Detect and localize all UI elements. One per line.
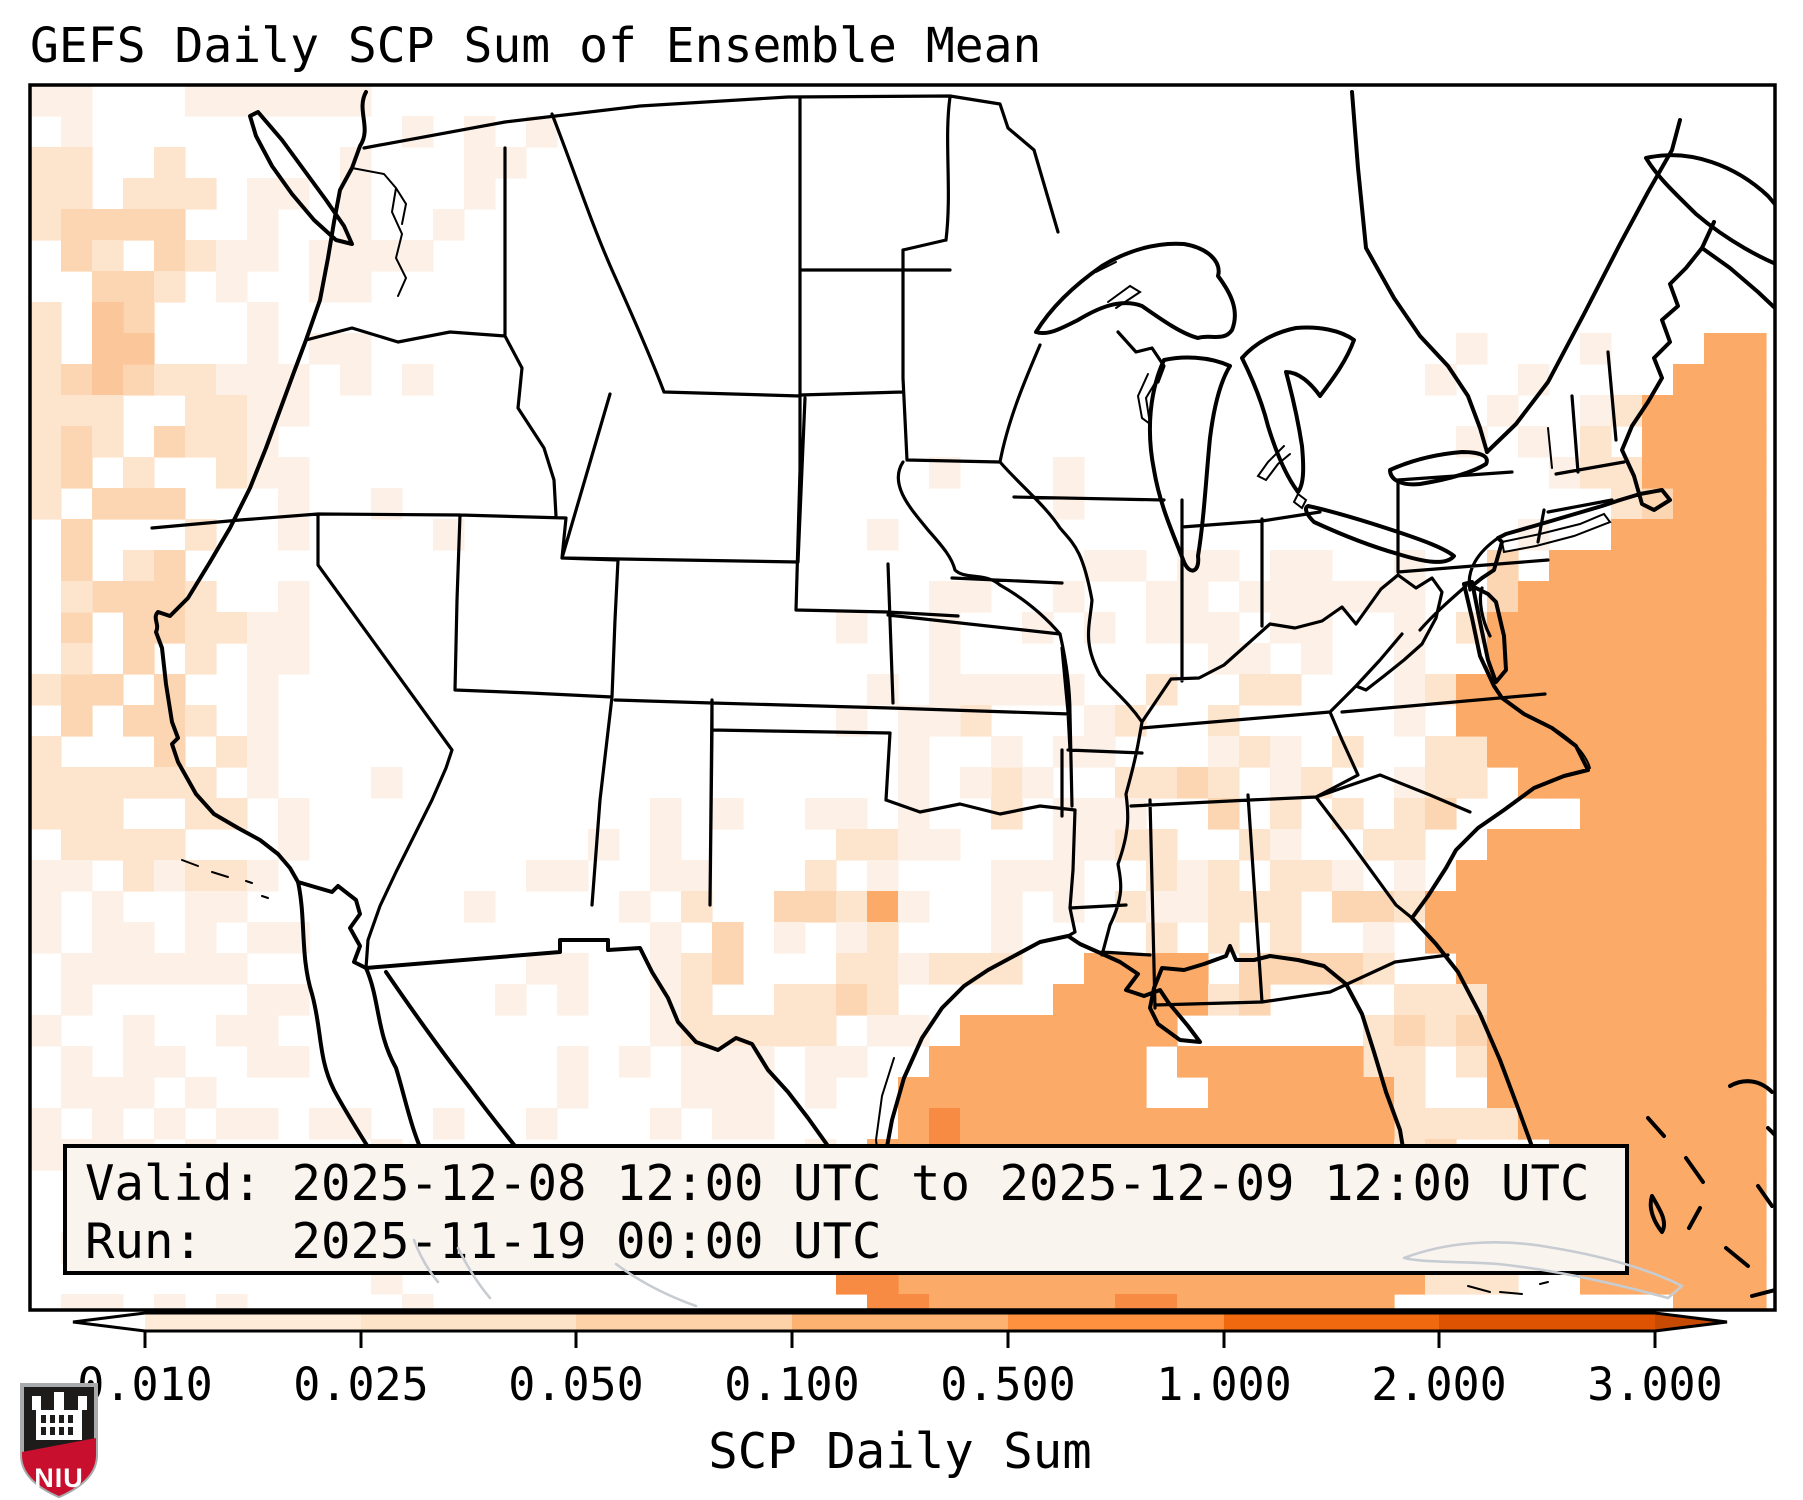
coastlines-black <box>153 90 1775 1298</box>
lake-michigan <box>1147 355 1232 573</box>
lake-stclair-champlain <box>1292 427 1553 510</box>
info-box-background <box>63 1144 1629 1275</box>
colorbar-tick-marks <box>143 1331 1657 1348</box>
valid-time-text: Valid: 2025-12-08 12:00 UTC to 2025-12-0… <box>85 1155 1590 1212</box>
colorbar: 0.010 0.025 0.050 0.100 0.500 1.000 2.00… <box>72 1311 1728 1480</box>
tick-label: 3.000 <box>1587 1358 1722 1411</box>
run-time-text: Run: 2025-11-19 00:00 UTC <box>85 1213 882 1270</box>
ottawa-river <box>1350 90 1489 454</box>
long-island <box>1500 512 1612 554</box>
coastlines-gray <box>412 1238 1684 1308</box>
tick-label: 0.010 <box>77 1358 212 1411</box>
colorbar-over-arrow <box>1655 1313 1727 1331</box>
lake-ontario <box>1388 450 1489 487</box>
saginaw-bay <box>1256 445 1291 482</box>
niu-shield-red-band <box>22 1438 96 1496</box>
green-bay <box>1136 373 1159 427</box>
tick-label: 1.000 <box>1156 1358 1291 1411</box>
tick-label: 0.100 <box>724 1358 859 1411</box>
niu-logo-text: NIU <box>34 1463 84 1493</box>
keys-and-channel-islands <box>181 859 1549 1295</box>
conus-coastline <box>153 90 1716 1268</box>
colorbar-tick-labels: 0.010 0.025 0.050 0.100 0.500 1.000 2.00… <box>77 1358 1722 1411</box>
tick-label: 0.025 <box>293 1358 428 1411</box>
lake-huron <box>1240 325 1356 494</box>
mexico-gray-coast <box>412 1238 698 1308</box>
state-border-lines <box>150 95 1626 1010</box>
state-borders <box>150 95 1626 1010</box>
nova-scotia <box>1644 153 1775 266</box>
figure-title: GEFS Daily SCP Sum of Ensemble Mean <box>30 18 1041 74</box>
colorbar-segments <box>145 1313 1655 1331</box>
colorbar-under-arrow <box>73 1313 145 1331</box>
tick-label: 2.000 <box>1371 1358 1506 1411</box>
isle-royale-keweenaw <box>1095 261 1142 309</box>
map-area <box>30 85 1775 1310</box>
vancouver-island <box>248 110 354 246</box>
st-lawrence-river <box>1485 118 1682 454</box>
lake-erie <box>1304 504 1456 564</box>
map-frame <box>28 83 1777 1312</box>
lake-superior <box>1034 241 1237 340</box>
niu-logo: NIU <box>20 1383 98 1499</box>
tick-label: 0.050 <box>508 1358 643 1411</box>
colorbar-axis-label: SCP Daily Sum <box>708 1423 1092 1480</box>
bay-of-fundy <box>1700 246 1775 310</box>
puget-sound <box>351 167 408 297</box>
tick-label: 0.500 <box>940 1358 1075 1411</box>
info-box: Valid: 2025-12-08 12:00 UTC to 2025-12-0… <box>63 1144 1629 1275</box>
niu-castle-icon <box>32 1392 87 1440</box>
cuba-outline <box>1402 1241 1684 1300</box>
